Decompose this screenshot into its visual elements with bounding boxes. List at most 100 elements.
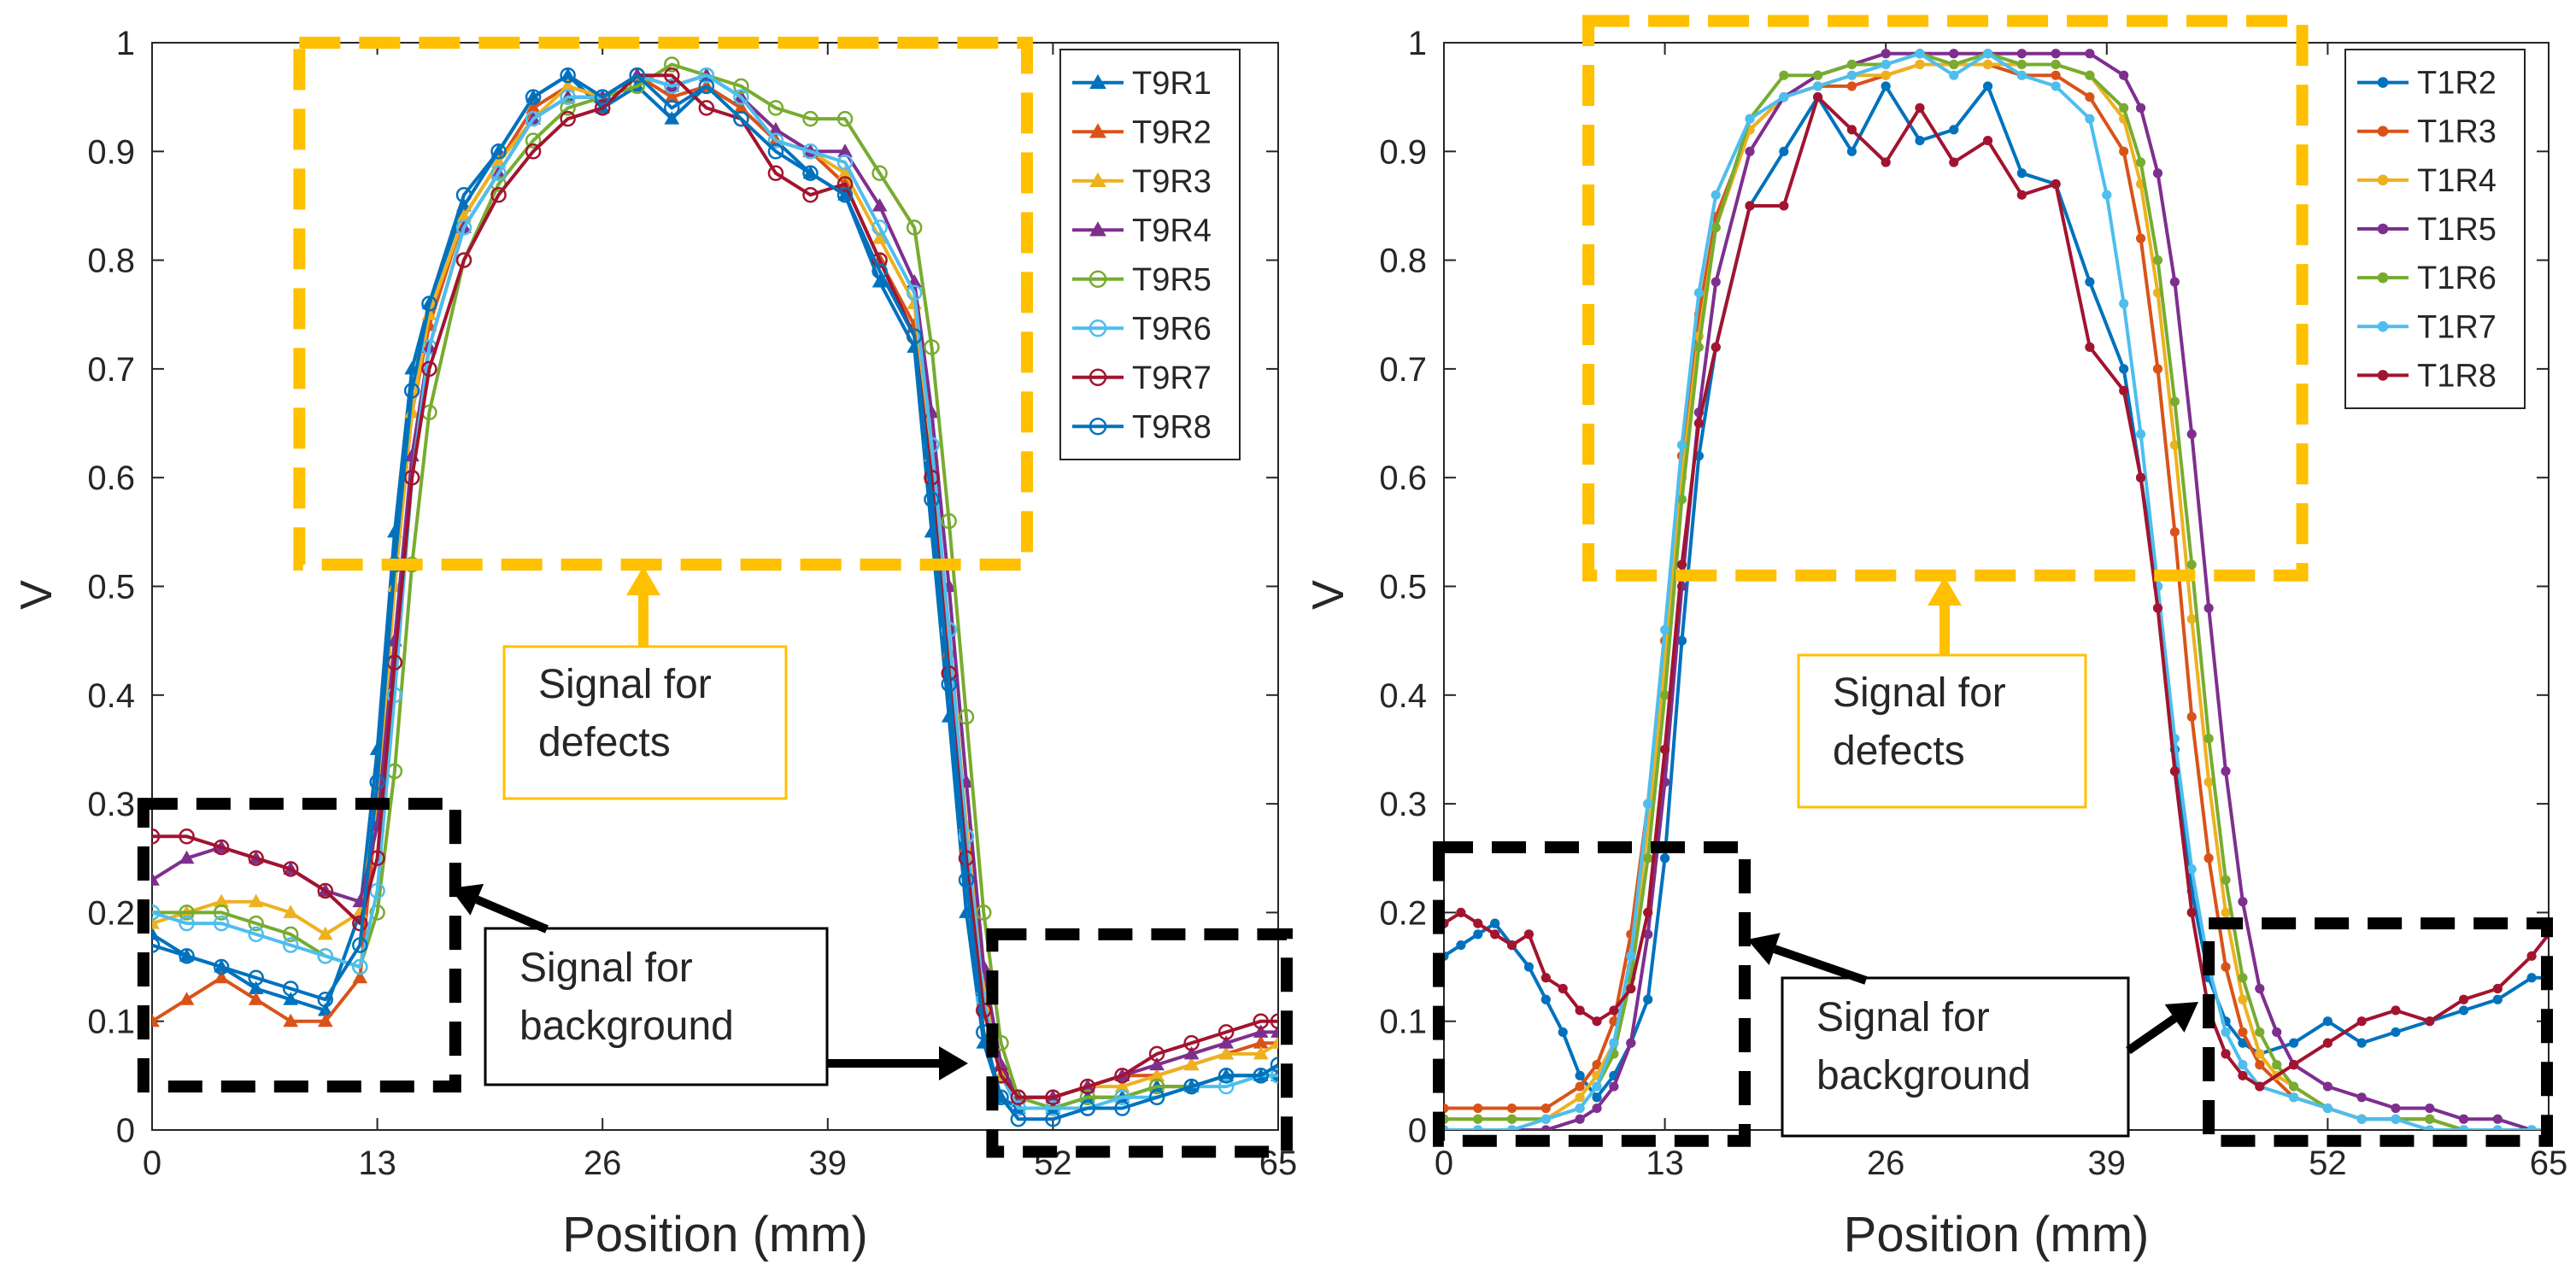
defects-label-line-2: defects: [538, 720, 671, 765]
data-point-T1R5: [2221, 766, 2231, 776]
data-point-T1R8: [1779, 201, 1789, 211]
data-point-T1R8: [1523, 929, 1534, 940]
data-point-T1R6: [2152, 255, 2163, 266]
data-point-T9R8: [1183, 1078, 1200, 1095]
defects-label-line-1: Signal for: [1833, 670, 2006, 716]
data-point-T1R2: [2526, 973, 2537, 983]
data-point-T1R6: [1643, 853, 1653, 864]
data-point-T1R3: [2169, 527, 2180, 537]
data-point-T1R2: [2492, 994, 2503, 1004]
data-point-T9R7: [490, 186, 507, 203]
data-point-T9R8: [1253, 1068, 1269, 1084]
data-point-T1R4: [2169, 440, 2180, 450]
legend: T9R1 T9R2 T9R3 T9R4 T9R5 T9R6 T9R7 T9R8: [1059, 49, 1241, 460]
data-point-T9R1: [664, 111, 680, 125]
data-point-T1R4: [2255, 1049, 2265, 1059]
data-point-T1R5: [2322, 1081, 2332, 1092]
data-point-T9R2: [214, 969, 229, 984]
data-point-T9R7: [560, 110, 576, 127]
data-point-T1R6: [2051, 59, 2061, 70]
data-point-T1R2: [1676, 635, 1687, 646]
x-tick-label: 52: [2309, 1145, 2347, 1182]
legend-label: T9R2: [1132, 114, 1212, 150]
background-highlight-box-left: [137, 798, 461, 1093]
legend-label: T1R2: [2417, 66, 2497, 102]
data-point-T9R7: [594, 100, 611, 116]
data-point-T9R1: [283, 992, 299, 1005]
data-point-T1R8: [2322, 1038, 2332, 1048]
x-tick-label: 26: [1867, 1145, 1905, 1182]
legend-swatch-marker: [1089, 123, 1106, 138]
legend-label: T9R5: [1132, 262, 1212, 298]
data-point-T9R8: [1079, 1100, 1096, 1116]
defects-highlight-box: [1582, 15, 2309, 582]
data-point-T9R6: [802, 143, 819, 160]
data-point-T9R6: [733, 89, 749, 105]
data-point-T9R8: [369, 774, 385, 790]
defects-arrow-head: [1928, 577, 1962, 606]
data-point-T1R5: [2186, 429, 2197, 439]
legend-item-T1R6: T1R6: [2357, 261, 2497, 296]
y-tick-label: 0.1: [1379, 1004, 1427, 1041]
data-point-T9R8: [1045, 1111, 1061, 1127]
data-point-T1R7: [1609, 1038, 1619, 1048]
data-point-T9R5: [560, 100, 576, 116]
data-point-T1R7: [2322, 1103, 2332, 1114]
data-point-T1R5: [2272, 1027, 2282, 1038]
data-point-T9R2: [248, 992, 264, 1005]
data-point-T1R2: [2289, 1038, 2299, 1048]
data-point-T1R7: [1676, 440, 1687, 450]
data-point-T1R8: [1490, 929, 1500, 940]
data-point-T1R7: [2085, 114, 2095, 124]
data-point-T1R7: [2526, 1125, 2537, 1130]
series-T9R8: [152, 67, 1278, 1127]
data-point-T9R8: [733, 110, 749, 127]
data-point-T9R6: [317, 948, 334, 964]
data-point-T1R7: [1506, 1125, 1517, 1130]
data-point-T1R5: [1949, 49, 1959, 59]
legend-swatch-marker: [2377, 77, 2389, 88]
series-line-T1R8: [1444, 95, 2549, 1089]
legend-label: T9R3: [1132, 164, 1212, 200]
data-point-T1R3: [1540, 1103, 1551, 1114]
data-point-T1R3: [2255, 1060, 2265, 1070]
data-point-T1R7: [1540, 1114, 1551, 1124]
data-point-T9R1: [152, 926, 160, 940]
data-point-T1R3: [1473, 1103, 1483, 1114]
data-point-T1R2: [2238, 1038, 2248, 1048]
data-point-T1R7: [1473, 1125, 1483, 1130]
data-point-T9R7: [455, 252, 472, 268]
data-point-T9R4: [837, 143, 853, 157]
x-axis-label: Position (mm): [562, 1207, 868, 1262]
data-point-T9R8: [282, 981, 299, 997]
x-tick-label: 39: [2088, 1145, 2127, 1182]
data-point-T9R6: [906, 284, 923, 302]
data-point-T1R5: [1745, 146, 1755, 156]
data-point-T9R7: [403, 469, 420, 486]
data-point-T9R8: [594, 89, 611, 105]
y-tick-label: 0.8: [87, 243, 135, 280]
defects-label-box: [502, 645, 788, 800]
legend-label: T9R7: [1132, 360, 1212, 396]
y-tick-label: 0.4: [87, 677, 135, 715]
data-point-T9R3: [1270, 1035, 1278, 1049]
data-point-T9R5: [871, 165, 888, 182]
data-point-T1R7: [2458, 1125, 2469, 1130]
data-point-T1R8: [2238, 1070, 2248, 1080]
data-point-T1R5: [1540, 1125, 1551, 1130]
legend-swatch-marker: [2377, 223, 2389, 235]
data-point-T9R7: [1270, 1013, 1278, 1029]
y-tick-label: 0.4: [1379, 677, 1427, 715]
data-point-T9R7: [1045, 1089, 1061, 1106]
data-point-T9R7: [282, 861, 299, 877]
data-point-T1R7: [1813, 81, 1823, 91]
data-point-T1R3: [1592, 1060, 1602, 1070]
background-arrow-shaft: [1773, 945, 1868, 985]
data-point-T9R6: [871, 220, 888, 236]
background-label-box: [484, 927, 829, 1086]
data-point-T1R8: [2085, 342, 2095, 353]
data-point-T9R8: [560, 67, 576, 84]
data-point-T9R6: [664, 78, 680, 95]
data-point-T1R6: [2135, 157, 2146, 167]
data-point-T9R3: [317, 926, 333, 940]
